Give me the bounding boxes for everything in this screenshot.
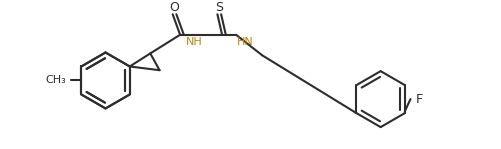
Text: O: O [169,1,179,14]
Text: HN: HN [236,37,254,47]
Text: NH: NH [185,37,202,47]
Text: F: F [415,93,422,106]
Text: S: S [215,1,223,14]
Text: CH₃: CH₃ [46,75,66,86]
